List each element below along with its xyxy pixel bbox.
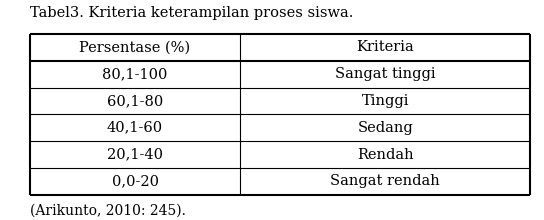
Text: Tabel3. Kriteria keterampilan proses siswa.: Tabel3. Kriteria keterampilan proses sis… (30, 6, 353, 20)
Text: Kriteria: Kriteria (356, 40, 414, 55)
Text: 80,1-100: 80,1-100 (102, 67, 168, 81)
Text: Sangat rendah: Sangat rendah (330, 174, 440, 188)
Text: 40,1-60: 40,1-60 (107, 121, 163, 135)
Text: Persentase (%): Persentase (%) (79, 40, 190, 55)
Text: Rendah: Rendah (357, 148, 413, 161)
Text: Tinggi: Tinggi (362, 94, 409, 108)
Text: (Arikunto, 2010: 245).: (Arikunto, 2010: 245). (30, 204, 186, 218)
Text: 20,1-40: 20,1-40 (107, 148, 163, 161)
Text: 60,1-80: 60,1-80 (107, 94, 163, 108)
Text: Sangat tinggi: Sangat tinggi (335, 67, 436, 81)
Text: 0,0-20: 0,0-20 (112, 174, 158, 188)
Text: Sedang: Sedang (357, 121, 413, 135)
